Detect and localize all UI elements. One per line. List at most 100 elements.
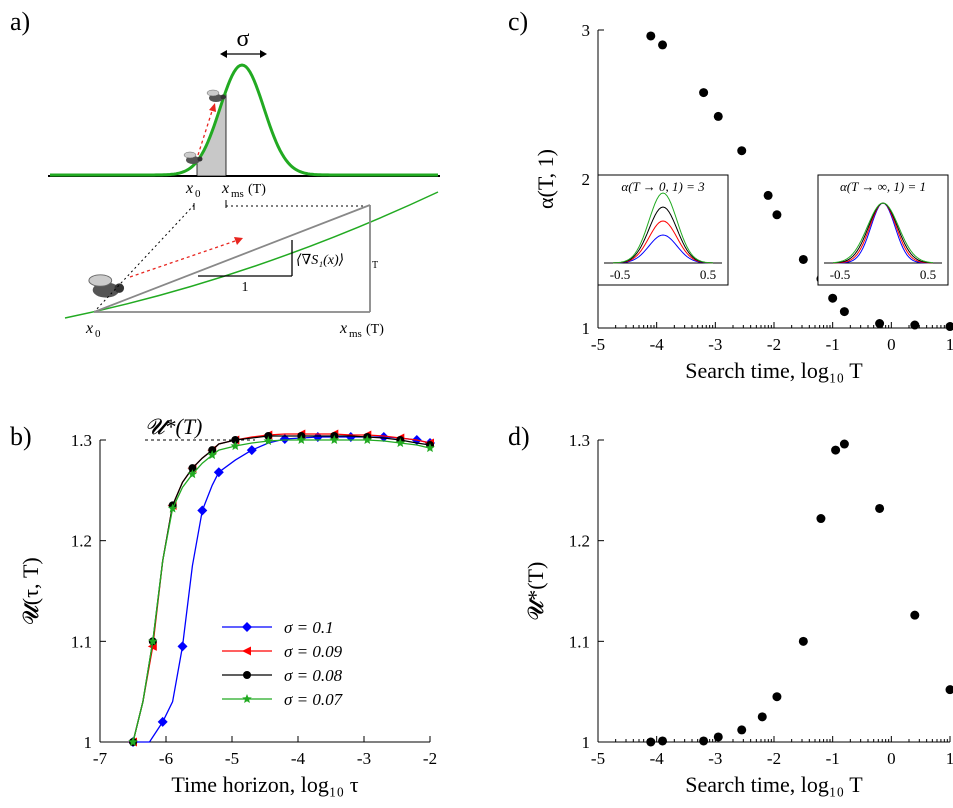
panel-a-schematic: σx 0 x ms (T)1⟨∇S₁(x)⟩ Tx 0 x ms (T) — [48, 26, 440, 340]
x0-label-bottom: x — [85, 320, 93, 337]
data-point — [828, 293, 838, 303]
data-point — [230, 441, 241, 451]
data-point — [246, 445, 257, 456]
zoom-curve — [64, 191, 439, 319]
x-tick-label: -1 — [826, 749, 840, 768]
sigma-arrowhead-right — [260, 50, 267, 58]
data-point — [658, 40, 668, 50]
x-tick-label: 1 — [946, 749, 953, 768]
fly-wing — [88, 274, 113, 287]
panel-c-chart: -5 -4 -3 -2 -1 0 1 1 2 3 Search time, log₁₀ T α(T, … — [533, 21, 953, 383]
y-tick-label: 1.3 — [71, 431, 92, 450]
gradient-label: ⟨∇S₁(x)⟩ — [296, 253, 344, 268]
x-tick-label: -4 — [650, 749, 665, 768]
data-point — [757, 712, 767, 722]
inset-curve — [832, 202, 934, 264]
y-tick-label: 1.1 — [71, 632, 92, 651]
data-point — [713, 732, 723, 742]
data-point — [798, 636, 808, 646]
y-tick-label: 3 — [582, 21, 591, 40]
inset-plot: α(T → 0, 1) = 3 -0.5 0.5 — [597, 174, 729, 286]
data-point — [839, 307, 849, 317]
data-point — [208, 446, 217, 455]
slope-run-label: 1 — [242, 280, 249, 295]
inset-tick-label: 0.5 — [700, 267, 716, 282]
data-point — [945, 685, 953, 695]
data-point — [167, 503, 178, 513]
fly-icon — [183, 151, 203, 164]
x-tick-label: -5 — [591, 749, 605, 768]
y-tick-label: 2 — [582, 170, 591, 189]
data-point — [839, 439, 849, 449]
series-line — [132, 439, 431, 743]
data-point — [945, 322, 953, 332]
legend-marker — [243, 671, 251, 679]
x-tick-label: -2 — [423, 749, 437, 768]
legend-entry: σ = 0.09 — [284, 642, 343, 661]
fly-head — [114, 283, 125, 293]
data-point — [213, 467, 224, 478]
data-point — [264, 431, 273, 440]
x-tick-label: 0 — [887, 335, 896, 354]
legend-entry: σ = 0.08 — [284, 666, 343, 685]
legend-marker — [242, 694, 252, 703]
sigma-label: σ — [237, 26, 250, 52]
data-point — [713, 111, 723, 121]
data-point — [207, 450, 217, 460]
xms-arg-top: (T) — [248, 182, 266, 197]
data-point — [128, 737, 138, 746]
data-point — [296, 435, 307, 444]
move-arrowhead — [234, 237, 243, 245]
data-point — [699, 88, 709, 98]
data-point — [395, 438, 406, 448]
data-point — [658, 736, 668, 746]
panel-label: b) — [10, 422, 32, 451]
sigma-arrowhead-left — [220, 50, 227, 58]
x-tick-label: 1 — [946, 335, 953, 354]
data-point — [763, 190, 773, 200]
legend-marker — [242, 622, 252, 632]
y-tick-label: 1.3 — [569, 431, 590, 450]
data-point — [157, 716, 168, 727]
xms-arg-bottom: (T) — [366, 322, 384, 337]
data-point — [197, 505, 208, 516]
inset-title: α(T → ∞, 1) = 1 — [840, 179, 926, 194]
data-point — [910, 320, 920, 330]
y-axis-label: α(T, 1) — [533, 149, 558, 209]
inset-curve — [612, 206, 714, 264]
panel-label: c) — [508, 7, 528, 36]
x-tick-label: -6 — [159, 749, 173, 768]
x-tick-label: -7 — [93, 749, 108, 768]
panel-label: d) — [508, 422, 530, 451]
inset-curve — [613, 220, 713, 264]
move-arrowhead — [209, 103, 216, 112]
inset-curve — [612, 234, 714, 264]
fly-icon — [88, 274, 125, 298]
data-point — [148, 636, 158, 646]
y-tick-label: 1 — [582, 319, 591, 338]
data-point — [646, 737, 656, 747]
data-point — [263, 436, 274, 446]
data-point — [875, 503, 885, 513]
legend-entry: σ = 0.1 — [284, 618, 334, 637]
fly-head — [220, 94, 226, 100]
data-point — [188, 464, 197, 473]
secant-line — [93, 204, 371, 313]
y-tick-label: 1 — [582, 733, 591, 752]
x-tick-label: -3 — [357, 749, 371, 768]
data-point — [425, 443, 435, 453]
move-arrow — [197, 107, 214, 156]
fly-head — [197, 156, 203, 162]
inset-frame — [817, 174, 949, 286]
x-tick-label: -2 — [767, 749, 781, 768]
data-point — [772, 210, 782, 220]
x0-sub-bottom: 0 — [95, 328, 101, 340]
x0-label-top: x — [185, 180, 193, 197]
x-axis-label: Search time, log₁₀ T — [685, 772, 863, 797]
panel-d-chart: -5 -4 -3 -2 -1 0 1 1 1.1 1.2 1.3 Search time, log₁₀… — [523, 431, 953, 797]
data-point — [177, 641, 188, 652]
data-point — [831, 445, 841, 455]
x-tick-label: -5 — [591, 335, 605, 354]
data-point — [910, 610, 920, 620]
